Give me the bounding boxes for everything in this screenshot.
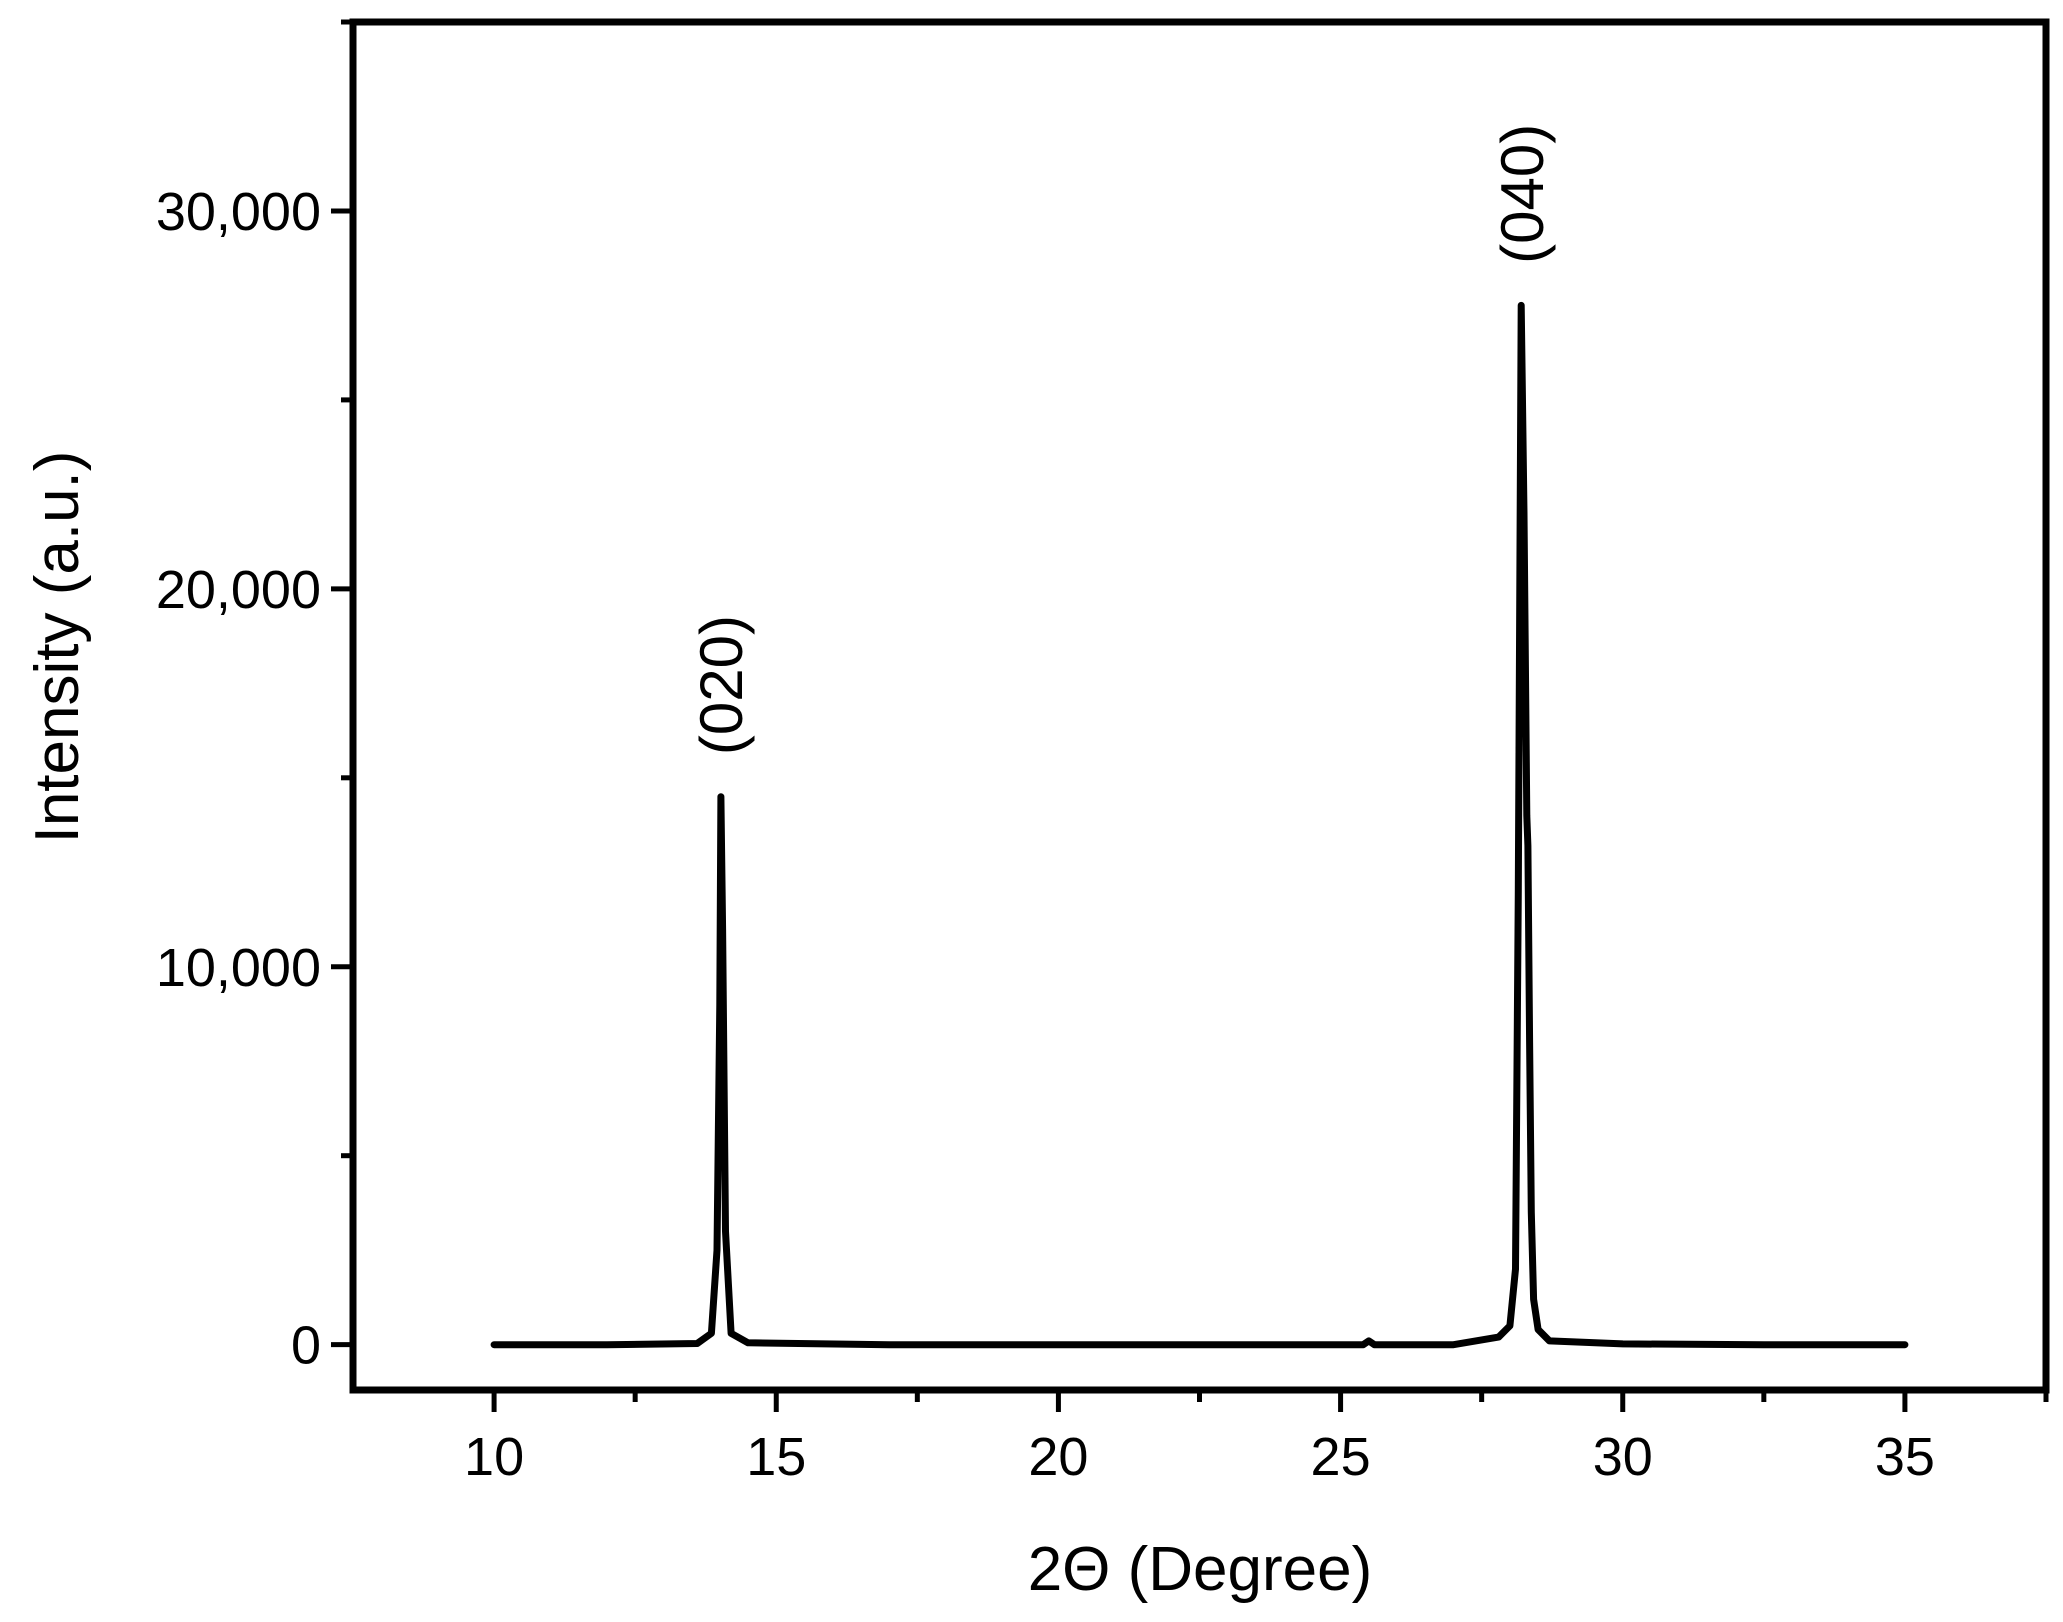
x-tick-label: 35 [1875, 1427, 1935, 1487]
y-axis-ticks: 0 10,000 20,000 30,000 [156, 19, 353, 1376]
y-axis-label: Intensity (a.u.) [23, 451, 92, 844]
plot-frame [349, 18, 2050, 1394]
x-tick-label: 15 [746, 1427, 806, 1487]
x-axis-label: 2Θ (Degree) [1028, 1535, 1373, 1604]
y-tick-label: 20,000 [156, 560, 321, 620]
xrd-pattern-line [490, 301, 1909, 1349]
x-tick-label: 10 [464, 1427, 524, 1487]
y-tick-label: 0 [291, 1316, 321, 1376]
peak-label: (020) [688, 615, 755, 755]
peak-annotations: (020) (040) [688, 124, 1556, 755]
x-tick-label: 20 [1028, 1427, 1088, 1487]
y-tick-label: 10,000 [156, 938, 321, 998]
peak-label: (040) [1489, 124, 1556, 264]
x-axis-ticks: 10 15 20 25 30 35 [464, 1390, 2049, 1487]
y-tick-label: 30,000 [156, 182, 321, 242]
x-tick-label: 25 [1311, 1427, 1371, 1487]
x-tick-label: 30 [1593, 1427, 1653, 1487]
